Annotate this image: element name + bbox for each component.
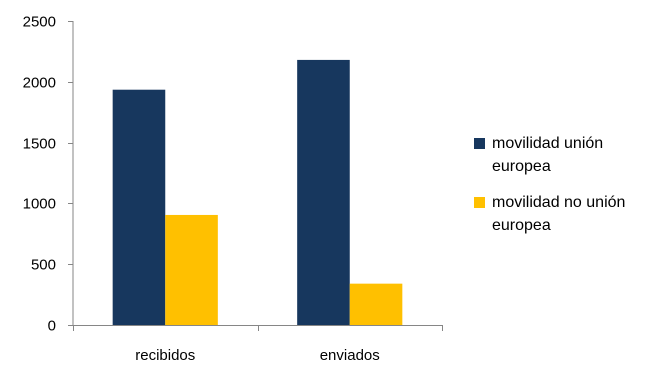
- x-tick-label: recibidos: [135, 347, 195, 364]
- bar: [165, 214, 218, 325]
- y-tick-label: 2000: [23, 75, 56, 92]
- x-tick-label: enviados: [320, 347, 380, 364]
- bar: [112, 89, 166, 325]
- legend: movilidad unión europea movilidad no uni…: [474, 132, 662, 250]
- y-axis: 0 500 1000 1500 2000 2500: [23, 14, 74, 335]
- y-tick-label: 1500: [23, 136, 56, 153]
- legend-swatch-ue: [474, 138, 485, 149]
- legend-label-ue: movilidad unión europea: [492, 135, 604, 175]
- y-tick-label: 0: [48, 318, 56, 335]
- y-tick-label: 2500: [23, 14, 56, 31]
- y-tick-label: 1000: [23, 196, 56, 213]
- x-axis: recibidos enviados: [73, 325, 443, 364]
- bar: [297, 59, 350, 326]
- bars: [112, 59, 403, 326]
- legend-item-ue: movilidad unión europea: [474, 132, 662, 178]
- bar: [349, 283, 403, 325]
- legend-swatch-no-ue: [474, 197, 485, 208]
- y-tick-label: 500: [31, 257, 56, 274]
- legend-label-no-ue: movilidad no unión europea: [492, 194, 626, 234]
- legend-item-no-ue: movilidad no unión europea: [474, 191, 662, 237]
